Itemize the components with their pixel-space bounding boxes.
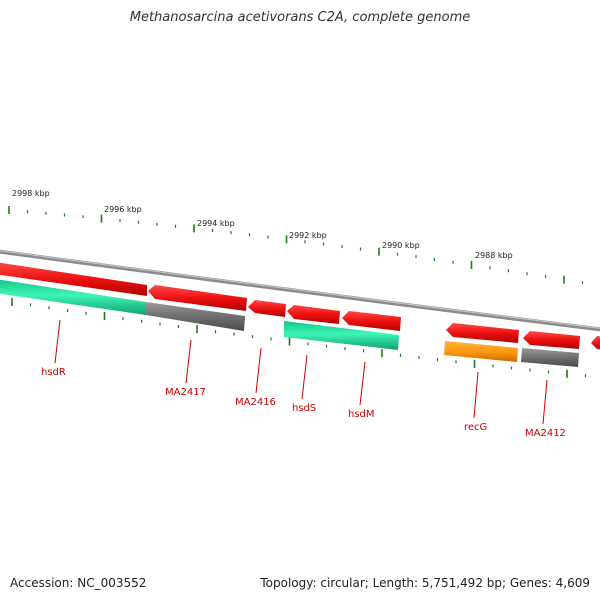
genome-title: Methanosarcina acetivorans C2A, complete… (129, 10, 471, 25)
gene-arrow[interactable] (148, 285, 247, 311)
gene-label-MA2417[interactable]: MA2417 (165, 387, 206, 398)
gene-label-hsdS[interactable]: hsdS (292, 403, 316, 414)
gene-arrow[interactable] (591, 336, 600, 350)
ruler-label: 2996 kbp (104, 205, 142, 214)
genome-backbone-highlight (0, 250, 600, 329)
gene-arrow[interactable] (523, 331, 580, 349)
ruler-label: 2988 kbp (475, 251, 513, 260)
topology-summary: Topology: circular; Length: 5,751,492 bp… (260, 576, 590, 590)
ruler-ticks (8, 206, 584, 285)
gene-hsdS-hsdM[interactable] (284, 321, 399, 350)
ruler-label: 2990 kbp (382, 241, 420, 250)
gene-label-MA2412[interactable]: MA2412 (525, 428, 566, 439)
ruler-label: 2992 kbp (289, 231, 327, 240)
gene-MA2412[interactable] (521, 348, 579, 367)
gene-arrow[interactable] (446, 323, 519, 343)
ruler-label: 2994 kbp (197, 219, 235, 228)
genome-backbone (0, 249, 600, 332)
gene-label-recG[interactable]: recG (464, 422, 487, 433)
gene-label-hsdM[interactable]: hsdM (348, 409, 375, 420)
inner-ruler-ticks (11, 298, 587, 378)
gene-arrow[interactable] (248, 300, 286, 317)
ruler-label: 2998 kbp (12, 189, 50, 198)
gene-arrow[interactable] (0, 262, 147, 296)
gene-arrow[interactable] (342, 311, 401, 331)
gene-arrow[interactable] (287, 305, 340, 324)
ruler-labels: 2998 kbp 2996 kbp 2994 kbp 2992 kbp 2990… (12, 189, 513, 260)
gene-hsdR[interactable] (0, 279, 146, 315)
gene-MA2417[interactable] (146, 302, 245, 331)
gene-label-hsdR[interactable]: hsdR (41, 367, 66, 378)
gene-label-MA2416[interactable]: MA2416 (235, 397, 276, 408)
gene-labels: hsdR MA2417 MA2416 hsdS hsdM recG MA2412 (41, 367, 566, 439)
gene-recG[interactable] (444, 341, 518, 362)
label-leaders (54, 319, 548, 425)
accession-text: Accession: NC_003552 (10, 576, 147, 590)
